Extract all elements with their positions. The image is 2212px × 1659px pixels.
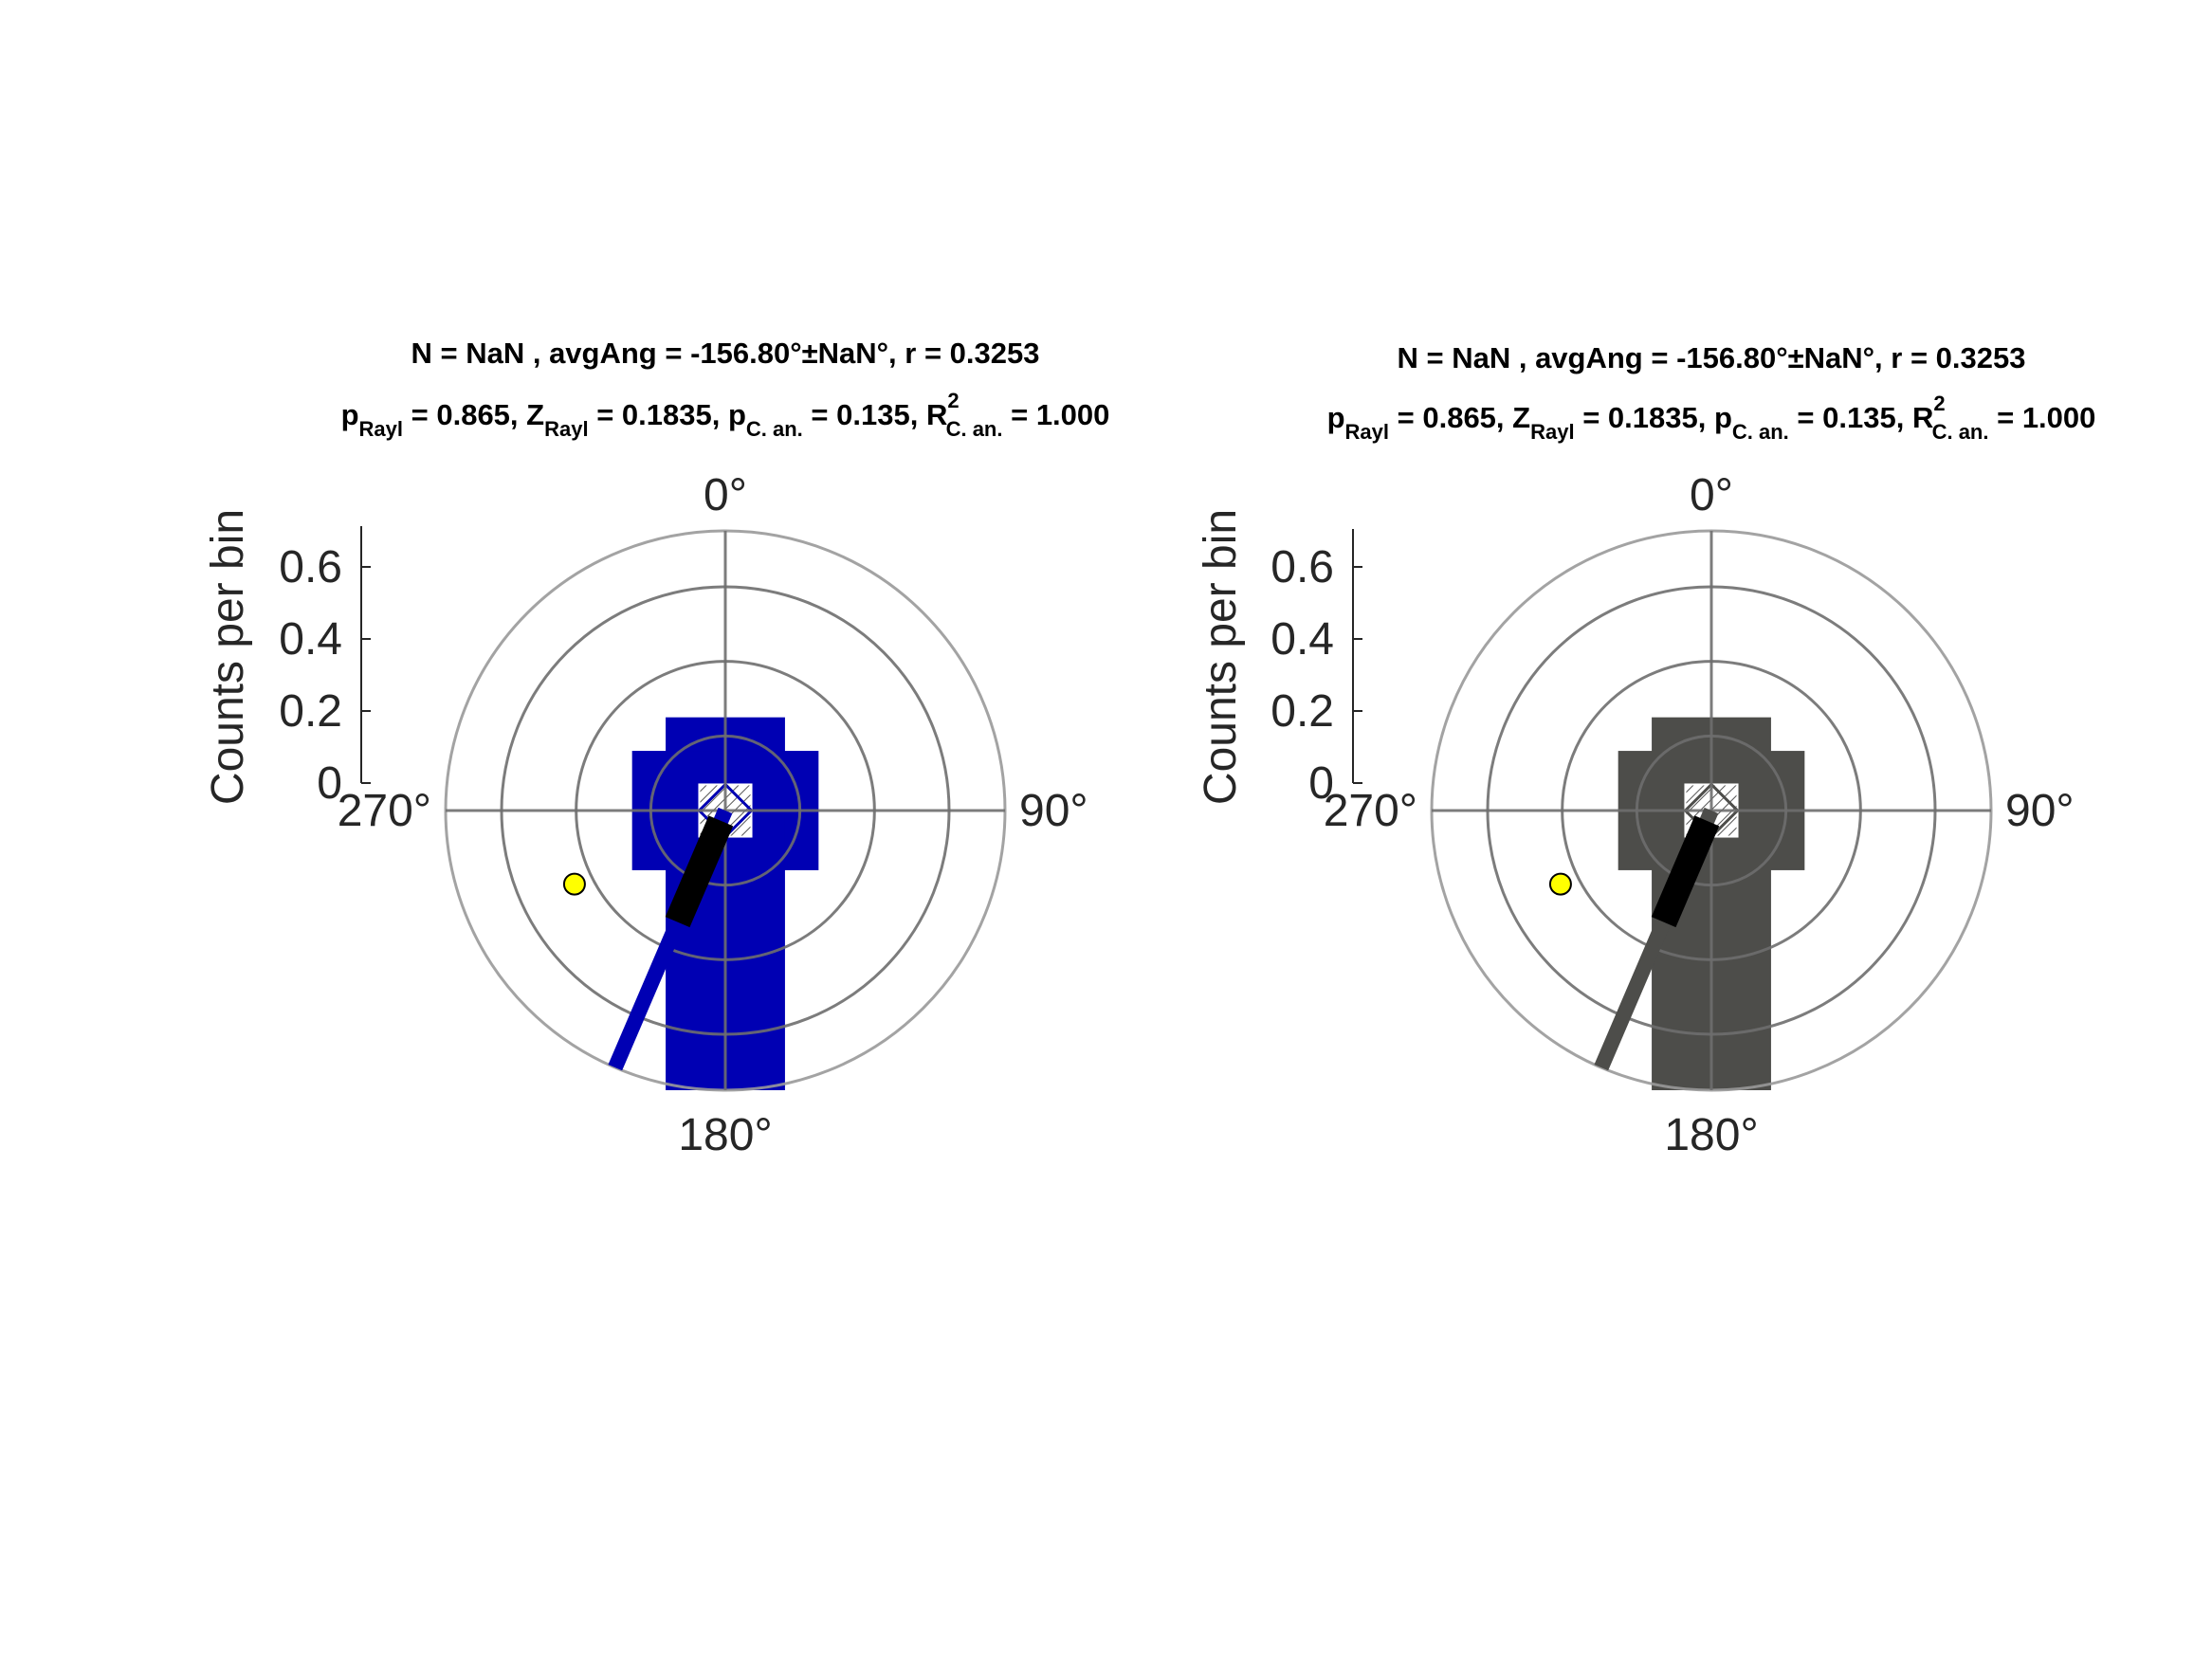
p-can-label: p bbox=[1714, 401, 1732, 434]
p-can-value: = 0.135, bbox=[1789, 401, 1912, 434]
chart-title-line1: N = NaN , avgAng = -156.80°±NaN°, r = 0.… bbox=[1398, 341, 2026, 374]
r2-sub: C. an. bbox=[946, 417, 1003, 441]
mean-vector bbox=[1651, 815, 1720, 928]
p-can-sub: C. an. bbox=[746, 417, 803, 441]
p-rayl-sub: Rayl bbox=[359, 417, 403, 441]
mean-vector bbox=[665, 815, 734, 928]
r2-sup: 2 bbox=[1933, 392, 1945, 415]
chart-panel-right: N = NaN , avgAng = -156.80°±NaN°, r = 0.… bbox=[1196, 341, 2095, 1160]
r2-label: R bbox=[1912, 401, 1933, 434]
r2-sup: 2 bbox=[947, 389, 959, 412]
angle-label-180: 180° bbox=[1664, 1110, 1758, 1160]
r2-value: = 1.000 bbox=[1002, 398, 1109, 431]
y-tick-label: 0.2 bbox=[1271, 686, 1334, 737]
y-tick-label: 0.6 bbox=[279, 542, 342, 592]
z-rayl-sub: Rayl bbox=[1530, 420, 1574, 444]
chart-title-line1: N = NaN , avgAng = -156.80°±NaN°, r = 0.… bbox=[411, 337, 1040, 370]
angle-label-180: 180° bbox=[678, 1110, 772, 1160]
r2-label: R bbox=[926, 398, 947, 431]
chart-title-line2: pRayl = 0.865, ZRayl = 0.1835, pC. an. =… bbox=[341, 389, 1110, 441]
z-rayl-sub: Rayl bbox=[544, 417, 588, 441]
p-rayl-label: p bbox=[1327, 401, 1345, 434]
p-rayl-value: = 0.865, bbox=[1389, 401, 1512, 434]
z-rayl-label: Z bbox=[1512, 401, 1530, 434]
p-rayl-sub: Rayl bbox=[1345, 420, 1389, 444]
angle-label-0: 0° bbox=[704, 470, 747, 520]
z-rayl-value: = 0.1835, bbox=[589, 398, 728, 431]
angle-label-270: 270° bbox=[338, 786, 431, 836]
p-can-sub: C. an. bbox=[1732, 420, 1789, 444]
y-axis-label: Counts per bin bbox=[1196, 509, 1246, 805]
chart-panel-left: N = NaN , avgAng = -156.80°±NaN°, r = 0.… bbox=[203, 337, 1109, 1160]
r2-sub: C. an. bbox=[1932, 420, 1989, 444]
polar-axes: 0° 90° 180° 270°0 0.2 0.4 0.6 bbox=[1271, 470, 2074, 1160]
data-marker bbox=[1548, 872, 1572, 896]
y-tick-label: 0.4 bbox=[279, 614, 342, 665]
data-marker bbox=[562, 872, 586, 896]
angle-label-90: 90° bbox=[1019, 786, 1088, 836]
p-can-value: = 0.135, bbox=[803, 398, 926, 431]
angle-label-90: 90° bbox=[2005, 786, 2075, 836]
z-rayl-label: Z bbox=[526, 398, 544, 431]
p-can-label: p bbox=[728, 398, 746, 431]
p-rayl-value: = 0.865, bbox=[403, 398, 526, 431]
angle-label-0: 0° bbox=[1690, 470, 1733, 520]
polar-axes: 0° 90° 180° 270°0 0.2 0.4 0.6 bbox=[279, 470, 1088, 1160]
angle-label-270: 270° bbox=[1324, 786, 1417, 836]
z-rayl-value: = 0.1835, bbox=[1575, 401, 1714, 434]
y-tick-label: 0 bbox=[1308, 758, 1334, 809]
p-rayl-label: p bbox=[341, 398, 359, 431]
y-tick-label: 0.4 bbox=[1271, 614, 1334, 665]
y-axis-label: Counts per bin bbox=[203, 509, 253, 805]
y-tick-label: 0.2 bbox=[279, 686, 342, 737]
r2-value: = 1.000 bbox=[1988, 401, 2095, 434]
y-tick-label: 0 bbox=[317, 758, 342, 809]
y-tick-label: 0.6 bbox=[1271, 542, 1334, 592]
chart-title-line2: pRayl = 0.865, ZRayl = 0.1835, pC. an. =… bbox=[1327, 392, 2096, 444]
